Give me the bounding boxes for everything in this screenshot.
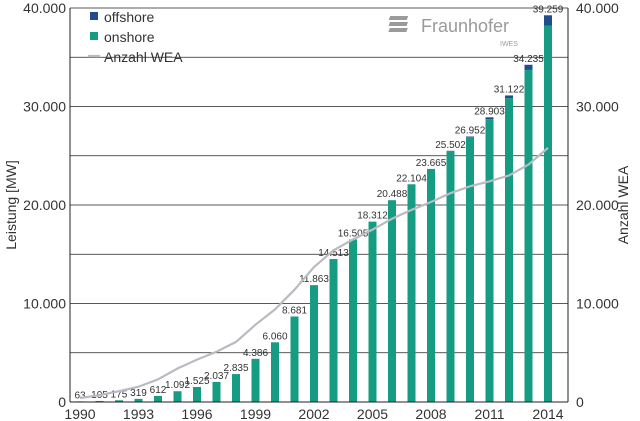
offshore-bar bbox=[544, 15, 552, 26]
bar-value-label: 63 bbox=[74, 390, 86, 401]
turbine-count-line-group bbox=[79, 147, 549, 400]
onshore-bar bbox=[290, 316, 299, 402]
y-tick-label: 40.000 bbox=[23, 0, 66, 16]
onshore-bar bbox=[485, 119, 494, 402]
offshore-bar bbox=[485, 117, 494, 120]
logo-subtext: IWES bbox=[500, 41, 518, 48]
onshore-bar bbox=[466, 137, 474, 403]
axes-group: 0 0 10.000 10.000 20.000 20.000 30.000 30.000 40… bbox=[3, 0, 631, 421]
onshore-bar bbox=[251, 358, 260, 402]
y-tick-label: 20.000 bbox=[23, 197, 66, 213]
onshore-bar bbox=[407, 184, 416, 402]
offshore-bar bbox=[466, 136, 474, 138]
x-tick-label: 2008 bbox=[415, 406, 446, 421]
bar-value-label: 31.122 bbox=[494, 84, 525, 95]
x-tick-label: 1990 bbox=[64, 406, 95, 421]
onshore-bar bbox=[95, 400, 104, 402]
legend-onshore-swatch bbox=[90, 32, 98, 40]
bar-value-label: 8.681 bbox=[282, 305, 307, 316]
onshore-bar bbox=[271, 342, 279, 402]
onshore-bar bbox=[154, 395, 162, 402]
y2-tick-label: 30.000 bbox=[576, 99, 619, 115]
y-tick-label: 30.000 bbox=[23, 99, 66, 115]
turbine-count-line bbox=[79, 147, 549, 400]
legend-onshore-label: onshore bbox=[104, 29, 155, 45]
bar-value-label: 4.386 bbox=[243, 348, 268, 359]
x-tick-label: 1999 bbox=[240, 406, 271, 421]
bar-value-label: 25.502 bbox=[435, 140, 466, 151]
bar-value-label: 16.505 bbox=[338, 228, 369, 239]
bars-group bbox=[76, 15, 552, 403]
onshore-bar bbox=[232, 374, 240, 402]
bar-value-label: 22.104 bbox=[396, 173, 427, 184]
y2-tick-label: 0 bbox=[576, 394, 584, 410]
bar-value-label: 319 bbox=[130, 388, 147, 399]
onshore-bar bbox=[193, 386, 201, 402]
x-tick-label: 2005 bbox=[357, 406, 388, 421]
onshore-bar bbox=[134, 398, 143, 402]
x-tick-label: 2002 bbox=[298, 406, 329, 421]
y-axis-title: Leistung [MW] bbox=[3, 160, 19, 249]
bar-value-label: 28.903 bbox=[474, 106, 505, 117]
fraunhofer-logo: Fraunhofer IWES bbox=[388, 16, 518, 48]
y2-tick-label: 10.000 bbox=[576, 296, 619, 312]
bar-value-label: 2.835 bbox=[223, 363, 248, 374]
bar-value-label: 2.037 bbox=[204, 371, 229, 382]
x-tick-label: 2014 bbox=[532, 406, 563, 421]
y-tick-label: 0 bbox=[58, 394, 66, 410]
bar-value-label: 11.863 bbox=[299, 274, 329, 285]
onshore-bar bbox=[212, 381, 221, 402]
bar-value-label: 14.513 bbox=[318, 248, 349, 259]
y2-tick-label: 40.000 bbox=[576, 0, 619, 16]
bar-value-label: 1.525 bbox=[184, 376, 209, 387]
bar-value-label: 23.665 bbox=[416, 158, 447, 169]
onshore-bar bbox=[349, 239, 357, 402]
legend-offshore-label: offshore bbox=[104, 9, 155, 25]
bar-value-label: 1.092 bbox=[165, 380, 190, 391]
bar-value-label: 34.235 bbox=[513, 54, 544, 65]
onshore-bar bbox=[427, 168, 435, 402]
bar-value-label: 6.060 bbox=[262, 331, 287, 342]
x-tick-label: 1993 bbox=[123, 406, 154, 421]
onshore-bar bbox=[329, 259, 338, 402]
bar-value-label: 18.312 bbox=[357, 211, 388, 222]
legend-offshore-swatch bbox=[90, 12, 98, 20]
x-tick-label: 1996 bbox=[181, 406, 212, 421]
bar-value-label: 26.952 bbox=[455, 126, 486, 137]
offshore-bar bbox=[505, 95, 513, 99]
bar-value-label: 612 bbox=[150, 385, 167, 396]
legend-wea-label: Anzahl WEA bbox=[104, 49, 183, 65]
onshore-bar bbox=[388, 200, 396, 402]
gridlines bbox=[70, 7, 568, 354]
onshore-bar bbox=[368, 221, 377, 402]
x-tick-label: 2011 bbox=[474, 406, 504, 421]
logo-text: Fraunhofer bbox=[421, 16, 509, 36]
onshore-bar bbox=[544, 25, 552, 403]
y2-tick-label: 20.000 bbox=[576, 197, 619, 213]
y2-axis-title: Anzahl WEA bbox=[615, 165, 631, 244]
onshore-bar bbox=[505, 98, 513, 402]
bar-value-label: 20.488 bbox=[377, 189, 408, 200]
onshore-bar bbox=[524, 69, 533, 402]
bar-value-label: 39.259 bbox=[533, 4, 564, 15]
y-tick-label: 10.000 bbox=[23, 296, 66, 312]
onshore-bar bbox=[115, 400, 123, 402]
onshore-bar bbox=[446, 151, 455, 402]
onshore-bar bbox=[173, 391, 182, 402]
legend: offshore onshore Anzahl WEA bbox=[88, 9, 183, 65]
onshore-bar bbox=[310, 285, 318, 402]
bar-value-label: 175 bbox=[111, 389, 128, 400]
offshore-bar bbox=[524, 64, 533, 70]
